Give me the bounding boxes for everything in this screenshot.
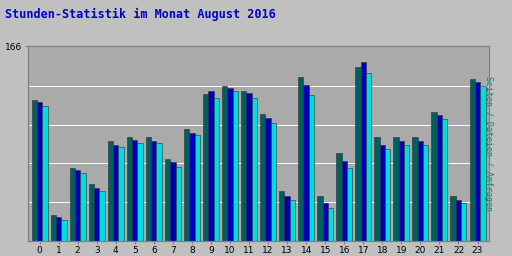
Bar	[132, 140, 137, 241]
Bar	[385, 149, 390, 241]
Bar	[195, 135, 200, 241]
Bar	[342, 161, 347, 241]
Bar	[380, 145, 385, 241]
Bar	[323, 203, 328, 241]
Bar	[418, 141, 423, 241]
Bar	[246, 93, 252, 241]
Bar	[70, 168, 75, 241]
Bar	[260, 114, 265, 241]
Bar	[94, 188, 99, 241]
Bar	[480, 86, 485, 241]
Text: Stunden-Statistik im Monat August 2016: Stunden-Statistik im Monat August 2016	[5, 8, 276, 21]
Bar	[176, 167, 181, 241]
Bar	[151, 141, 157, 241]
Bar	[456, 200, 461, 241]
Bar	[208, 91, 214, 241]
Bar	[374, 137, 380, 241]
Bar	[290, 200, 295, 241]
Bar	[61, 220, 67, 241]
Bar	[184, 129, 189, 241]
Bar	[108, 141, 113, 241]
Bar	[461, 203, 466, 241]
Bar	[470, 79, 475, 241]
Bar	[252, 98, 257, 241]
Bar	[336, 153, 342, 241]
Bar	[271, 123, 276, 241]
Bar	[32, 100, 37, 241]
Bar	[165, 159, 170, 241]
Bar	[423, 145, 429, 241]
Bar	[366, 73, 371, 241]
Bar	[399, 141, 404, 241]
Bar	[360, 62, 366, 241]
Bar	[51, 215, 56, 241]
Bar	[265, 118, 271, 241]
Bar	[442, 119, 447, 241]
Bar	[241, 91, 246, 241]
Bar	[347, 168, 352, 241]
Bar	[137, 143, 143, 241]
Bar	[475, 82, 480, 241]
Bar	[328, 208, 333, 241]
Bar	[157, 143, 162, 241]
Bar	[412, 137, 418, 241]
Bar	[432, 112, 437, 241]
Bar	[404, 145, 410, 241]
Bar	[285, 196, 290, 241]
Y-axis label: Seiten / Dateien / Anfragen: Seiten / Dateien / Anfragen	[484, 76, 493, 211]
Bar	[170, 162, 176, 241]
Bar	[309, 95, 314, 241]
Bar	[437, 115, 442, 241]
Bar	[146, 137, 151, 241]
Bar	[232, 91, 238, 241]
Bar	[42, 106, 48, 241]
Bar	[298, 77, 304, 241]
Bar	[99, 191, 105, 241]
Bar	[56, 217, 61, 241]
Bar	[37, 102, 42, 241]
Bar	[89, 184, 94, 241]
Bar	[451, 196, 456, 241]
Bar	[227, 88, 232, 241]
Bar	[279, 191, 285, 241]
Bar	[127, 137, 132, 241]
Bar	[222, 86, 227, 241]
Bar	[118, 147, 124, 241]
Bar	[393, 137, 399, 241]
Bar	[317, 196, 323, 241]
Bar	[113, 145, 118, 241]
Bar	[304, 85, 309, 241]
Bar	[203, 94, 208, 241]
Bar	[75, 170, 80, 241]
Bar	[80, 173, 86, 241]
Bar	[189, 133, 195, 241]
Bar	[355, 67, 360, 241]
Bar	[214, 98, 219, 241]
